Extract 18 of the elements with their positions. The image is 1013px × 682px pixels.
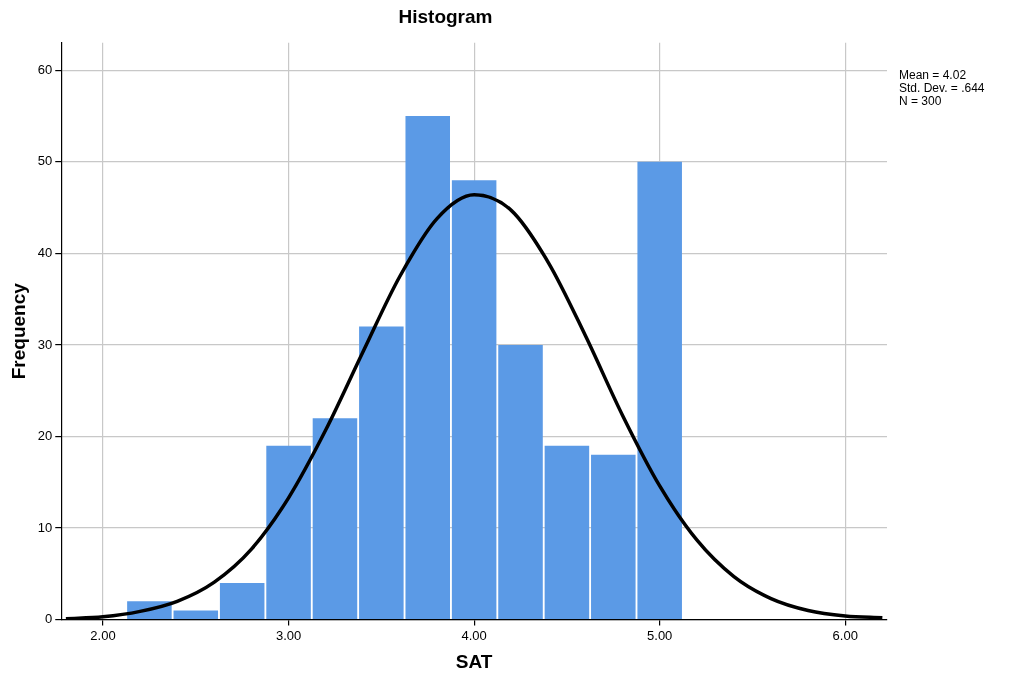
y-tick-label: 0 xyxy=(45,611,53,627)
y-axis-title: Frequency xyxy=(7,282,29,380)
x-tick-label: 6.00 xyxy=(832,627,858,643)
y-tick-label: 50 xyxy=(37,153,53,169)
y-tick-label: 10 xyxy=(37,519,53,535)
text: N = 300 xyxy=(899,94,942,109)
y-tick-label: 60 xyxy=(37,61,53,77)
y-tick-label: 20 xyxy=(37,428,53,444)
x-tick-label: 5.00 xyxy=(647,627,673,643)
x-axis-title: SAT xyxy=(455,650,493,672)
x-tick-label: 3.00 xyxy=(275,627,302,643)
text: Mean = 4.02 xyxy=(899,68,967,83)
text: Std. Dev. = .644 xyxy=(899,81,985,96)
x-tick-label: 4.00 xyxy=(461,627,487,643)
y-tick-label: 40 xyxy=(37,244,53,260)
x-tick-label: 2.00 xyxy=(90,627,116,643)
y-tick-label: 30 xyxy=(37,336,53,352)
chart-title: Histogram xyxy=(398,5,493,27)
